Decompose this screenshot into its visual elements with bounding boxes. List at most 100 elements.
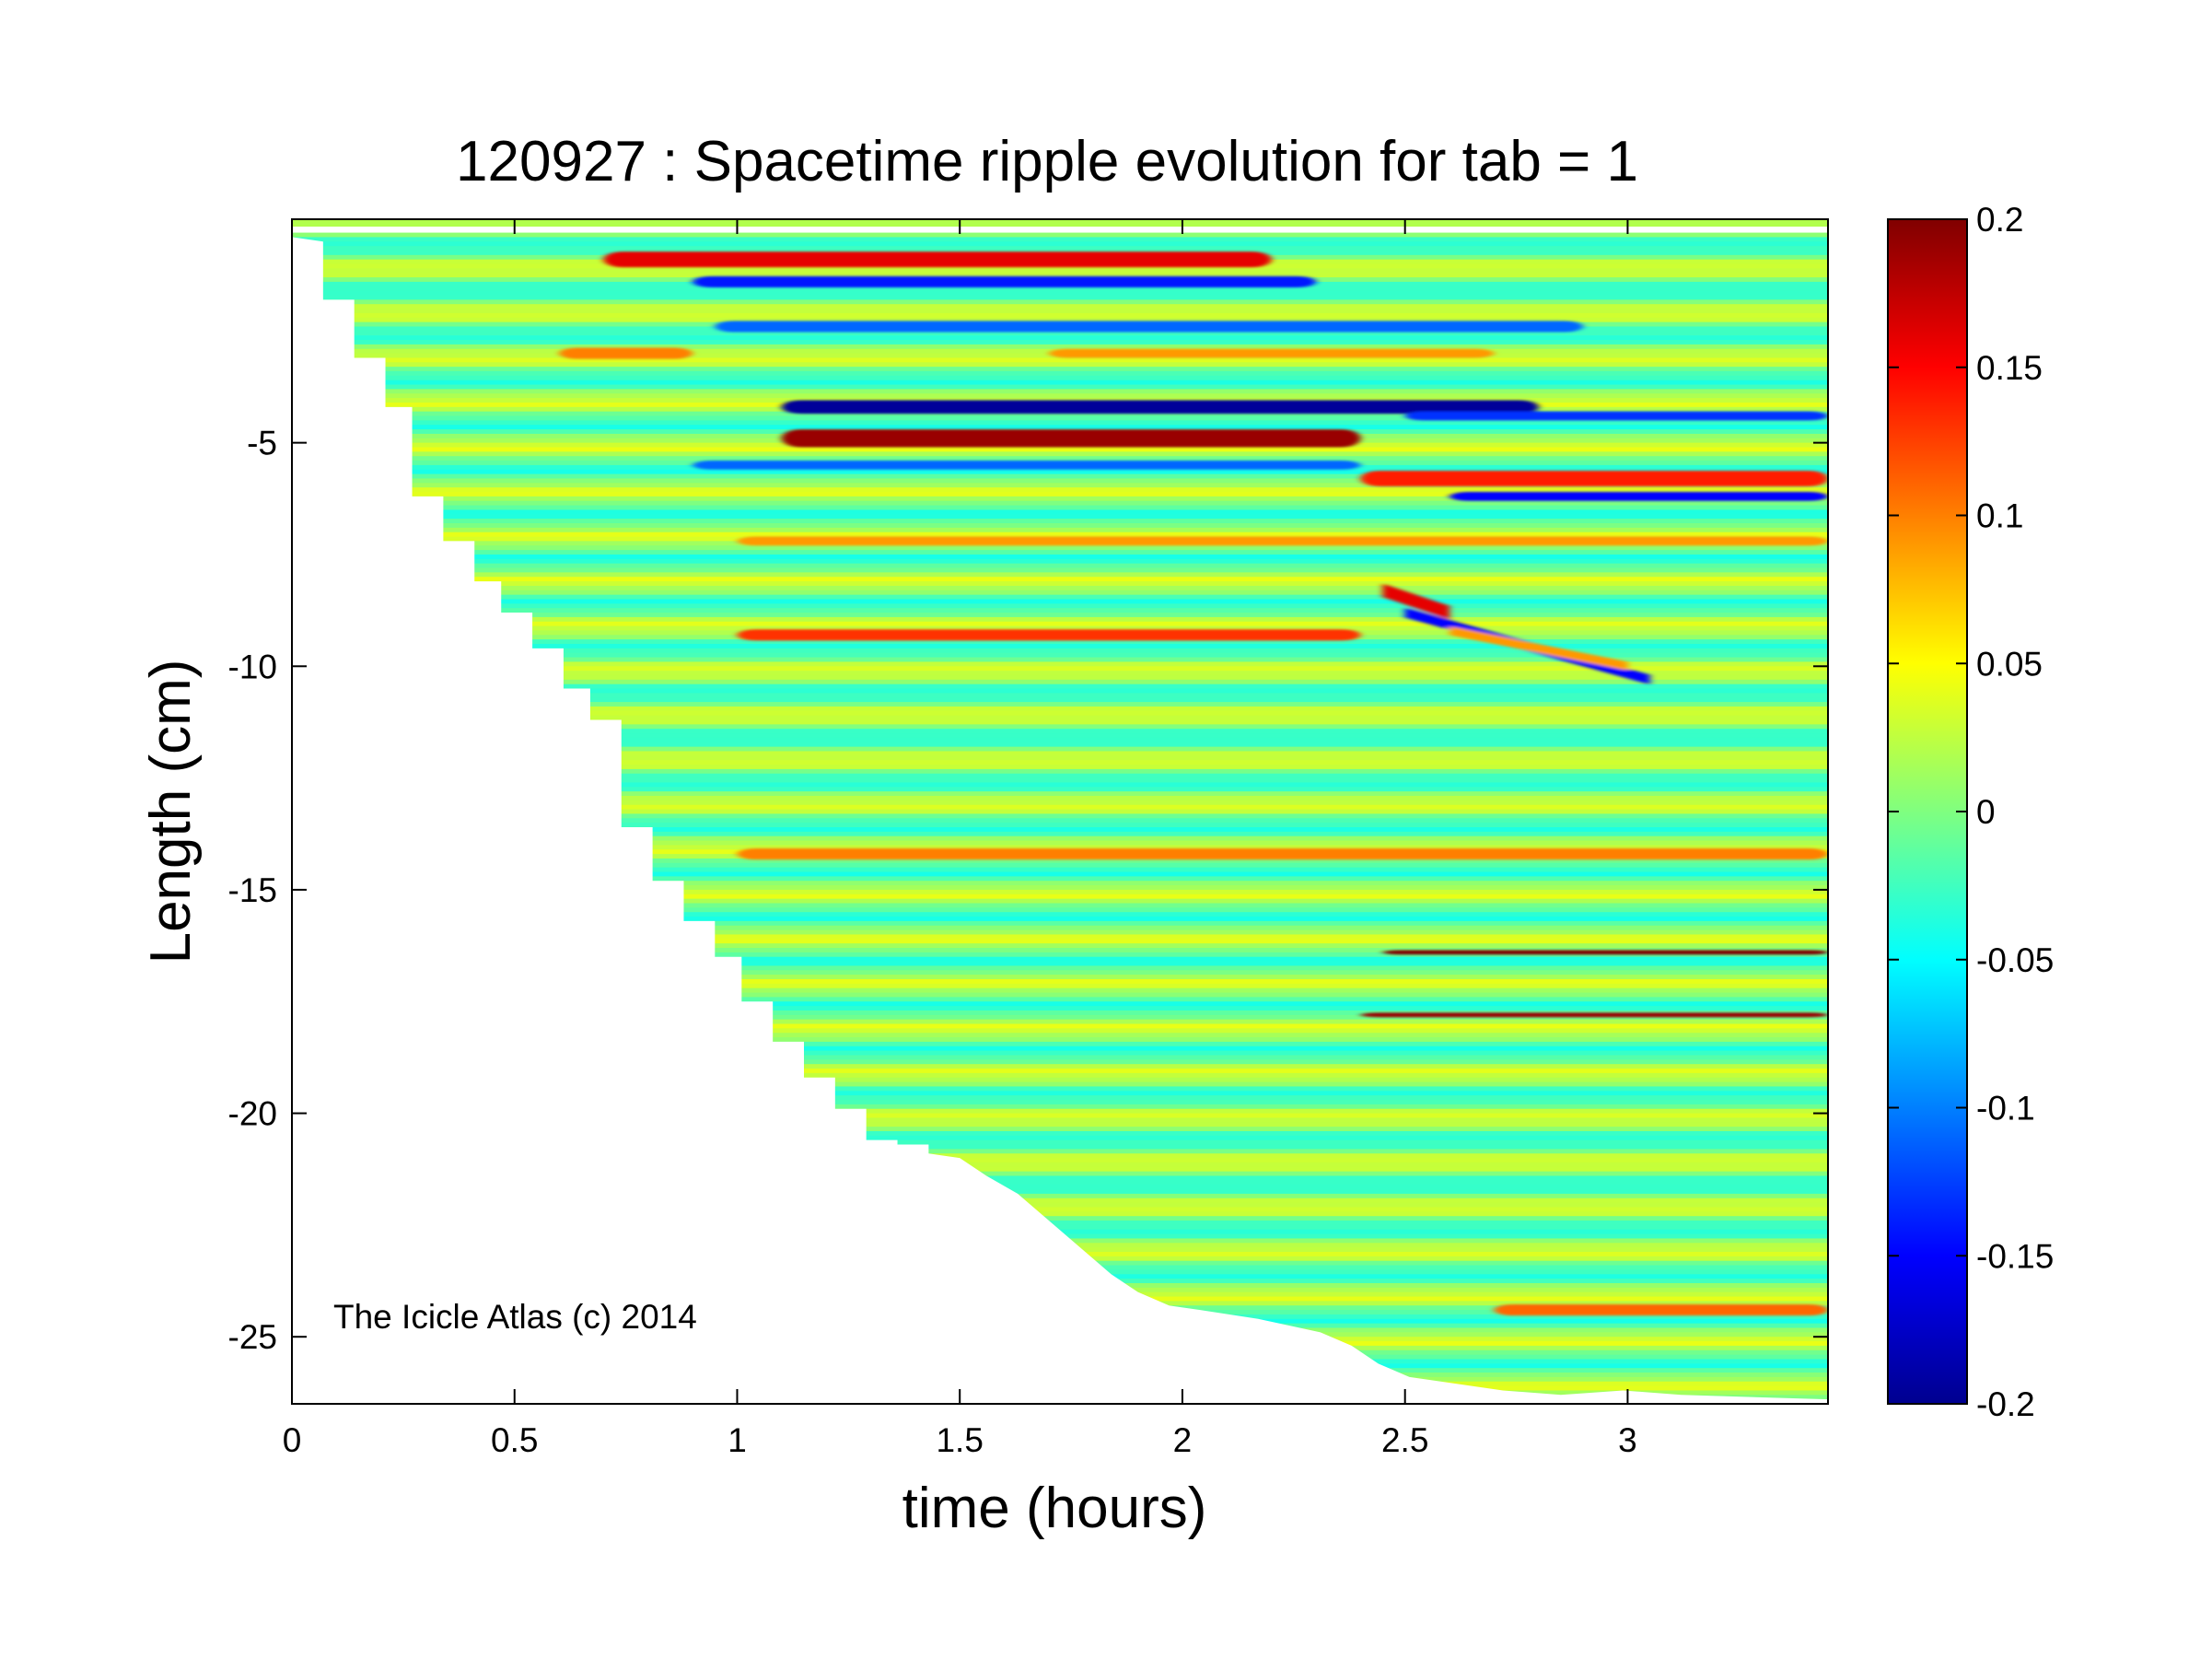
- heatmap-band: [292, 415, 1828, 422]
- heatmap-band: [292, 885, 1828, 891]
- heatmap-band: [292, 375, 1828, 381]
- empty-region: [292, 237, 1828, 1404]
- heatmap-band: [292, 1023, 1828, 1030]
- heatmap-band: [292, 1037, 1828, 1043]
- heatmap-band: [292, 800, 1828, 806]
- heatmap-band: [292, 331, 1828, 337]
- heatmap-band: [292, 903, 1828, 909]
- heatmap-band: [292, 608, 1828, 614]
- heatmap-band: [292, 554, 1828, 560]
- colorbar-tick-label: 0: [1976, 793, 1996, 831]
- heatmap-band: [292, 1014, 1828, 1021]
- heatmap-band: [292, 867, 1828, 873]
- ripple-feature: [603, 251, 1272, 268]
- heatmap-band: [292, 1189, 1828, 1195]
- heatmap-band: [292, 823, 1828, 828]
- heatmap-band: [292, 674, 1828, 681]
- heatmap-band: [292, 746, 1828, 753]
- heatmap-band: [292, 845, 1828, 851]
- heatmap-band: [292, 1158, 1828, 1163]
- heatmap-band: [292, 679, 1828, 685]
- heatmap-band: [292, 818, 1828, 824]
- heatmap-band: [292, 835, 1828, 842]
- heatmap-band: [292, 447, 1828, 453]
- heatmap-band: [292, 492, 1828, 497]
- heatmap-band: [292, 594, 1828, 601]
- heatmap-band: [292, 362, 1828, 368]
- colorbar-tick-label: 0.1: [1976, 497, 2023, 535]
- heatmap-band: [292, 496, 1828, 502]
- heatmap-band: [292, 483, 1828, 489]
- heatmap-band: [292, 881, 1828, 887]
- ripple-feature: [715, 321, 1584, 333]
- heatmap-band: [292, 473, 1828, 480]
- heatmap-band: [292, 380, 1828, 386]
- heatmap-band: [292, 983, 1828, 989]
- heatmap-band: [292, 581, 1828, 587]
- heatmap-band: [292, 625, 1828, 632]
- heatmap-band: [292, 1028, 1828, 1034]
- heatmap-band: [292, 791, 1828, 798]
- y-tick-label: -25: [228, 1318, 277, 1356]
- heatmap-band: [292, 312, 1828, 319]
- heatmap-band: [292, 1072, 1828, 1079]
- heatmap-band: [292, 420, 1828, 426]
- x-axis-title: time (hours): [902, 1477, 1207, 1540]
- heatmap-area: [292, 219, 1828, 1404]
- heatmap-band: [292, 1193, 1828, 1199]
- ripple-feature: [737, 848, 1828, 860]
- heatmap-band: [292, 621, 1828, 627]
- heatmap-band: [292, 514, 1828, 520]
- heatmap-band: [292, 299, 1828, 306]
- heatmap-top-row: [292, 219, 1828, 227]
- heatmap-band: [292, 1144, 1828, 1151]
- ripple-feature: [781, 400, 1539, 415]
- heatmap-band: [292, 1064, 1828, 1070]
- heatmap-band: [292, 782, 1828, 789]
- heatmap-band: [292, 1050, 1828, 1057]
- heatmap-band: [292, 1108, 1828, 1115]
- heatmap-band: [292, 1153, 1828, 1160]
- heatmap-band: [292, 1149, 1828, 1155]
- heatmap-band: [292, 1091, 1828, 1097]
- heatmap-band: [292, 577, 1828, 583]
- heatmap-band: [292, 965, 1828, 972]
- heatmap-band: [292, 871, 1828, 878]
- heatmap-band: [292, 831, 1828, 837]
- heatmap-band: [292, 1211, 1828, 1218]
- heatmap-band: [292, 558, 1828, 565]
- heatmap-band: [292, 585, 1828, 591]
- heatmap-band: [292, 768, 1828, 775]
- heatmap-band: [292, 1095, 1828, 1102]
- heatmap-band: [292, 1059, 1828, 1066]
- colorbar-tick-label: 0.05: [1976, 645, 2043, 683]
- heatmap-band: [292, 920, 1828, 927]
- x-tick-label: 1.5: [936, 1421, 983, 1459]
- heatmap-band: [292, 956, 1828, 963]
- heatmap-band: [292, 1033, 1828, 1039]
- heatmap-band: [292, 532, 1828, 538]
- heatmap-band: [292, 1198, 1828, 1204]
- heatmap-band: [292, 1130, 1828, 1137]
- y-tick-label: -10: [228, 648, 277, 685]
- ripple-feature: [1360, 470, 1828, 486]
- heatmap-band: [292, 787, 1828, 793]
- plot-frame: [291, 218, 1829, 1405]
- heatmap-band: [292, 1202, 1828, 1209]
- heatmap-band: [292, 1180, 1828, 1186]
- heatmap-band: [292, 367, 1828, 372]
- heatmap-band: [292, 917, 1828, 922]
- colorbar: 0.2 0.15 0.1 0.05 0 -0.05 -0.1 -0.15 -0.2: [1887, 201, 2054, 1423]
- x-tick-label: 3: [1618, 1421, 1637, 1459]
- heatmap-band: [292, 469, 1828, 475]
- watermark-annotation: The Icicle Atlas (c) 2014: [333, 1298, 697, 1336]
- ripple-feature: [1360, 1012, 1828, 1018]
- heatmap-band: [292, 894, 1828, 900]
- ripple-feature: [693, 461, 1361, 470]
- colorbar-tick-label: -0.15: [1976, 1237, 2054, 1275]
- heatmap-band: [292, 804, 1828, 811]
- heatmap-band: [292, 724, 1828, 730]
- heatmap-band: [292, 1185, 1828, 1191]
- x-tick-label: 0: [283, 1421, 302, 1459]
- y-axis-ticks: -5 -10 -15 -20 -25: [228, 425, 1828, 1356]
